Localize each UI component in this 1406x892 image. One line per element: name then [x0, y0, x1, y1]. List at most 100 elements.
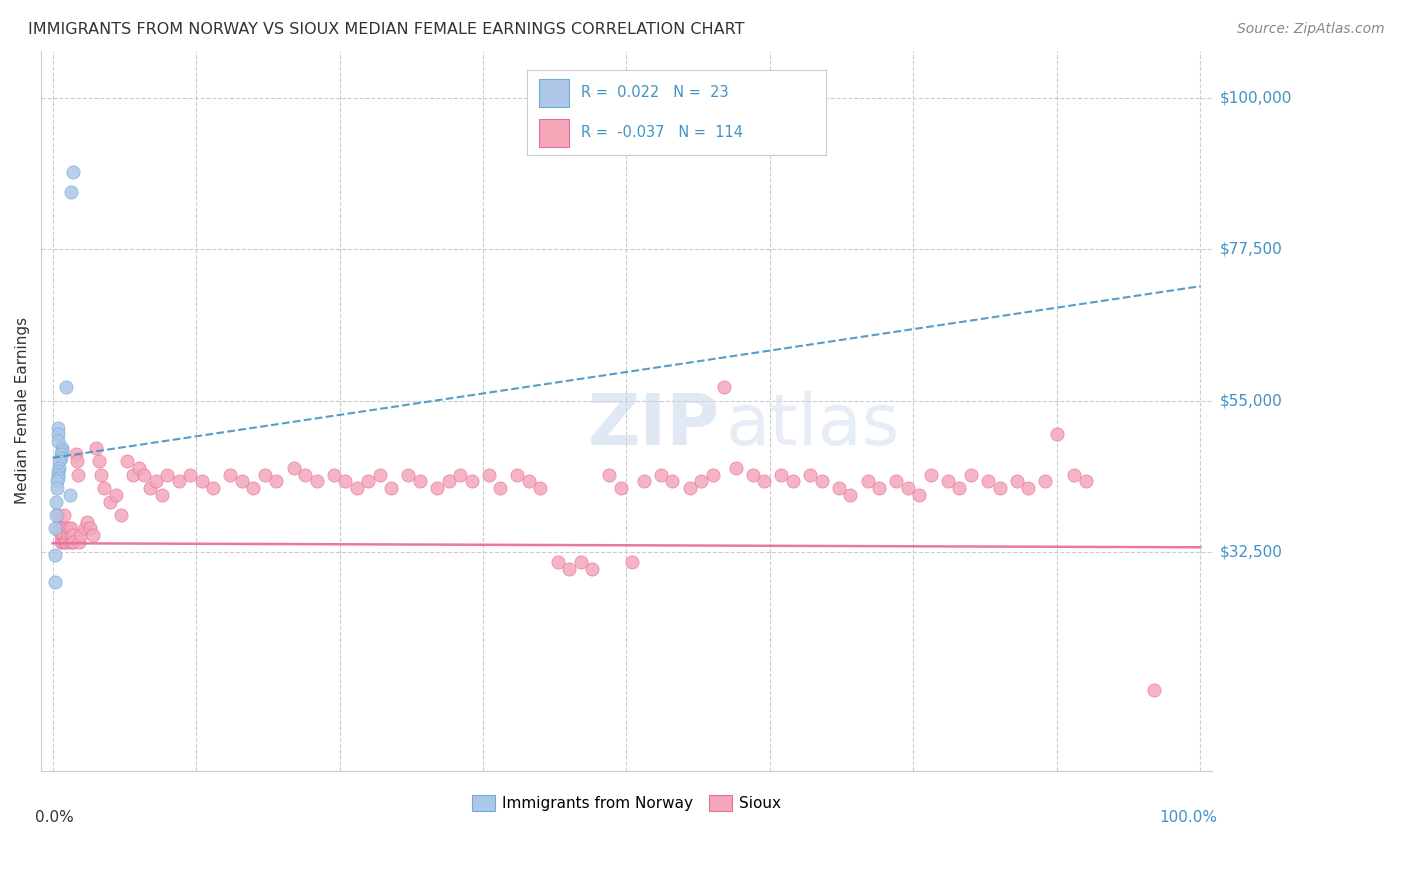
- Point: [690, 475, 713, 489]
- Point: [839, 488, 862, 502]
- Text: 0.0%: 0.0%: [35, 810, 75, 825]
- Point: [959, 467, 981, 482]
- Point: [517, 475, 540, 489]
- Point: [610, 481, 633, 495]
- Point: [529, 481, 551, 495]
- Text: Source: ZipAtlas.com: Source: ZipAtlas.com: [1237, 22, 1385, 37]
- Point: [409, 475, 432, 489]
- Point: [76, 515, 98, 529]
- Point: [242, 481, 264, 495]
- Point: [799, 467, 821, 482]
- Point: [48, 454, 70, 468]
- Point: [598, 467, 620, 482]
- Point: [46, 471, 69, 485]
- Point: [122, 467, 145, 482]
- Point: [741, 467, 763, 482]
- Point: [437, 475, 460, 489]
- Point: [53, 508, 76, 522]
- Point: [426, 481, 449, 495]
- Point: [489, 481, 512, 495]
- Point: [59, 535, 82, 549]
- Point: [724, 461, 747, 475]
- Point: [713, 380, 735, 394]
- Point: [115, 454, 138, 468]
- Point: [179, 467, 201, 482]
- Point: [346, 481, 368, 495]
- Point: [67, 535, 90, 549]
- Point: [46, 427, 69, 442]
- Point: [98, 494, 121, 508]
- Point: [134, 467, 156, 482]
- Point: [46, 475, 69, 489]
- Point: [948, 481, 970, 495]
- Point: [55, 521, 77, 535]
- Point: [1074, 475, 1097, 489]
- Point: [810, 475, 832, 489]
- Point: [46, 434, 69, 448]
- Point: [219, 467, 242, 482]
- Point: [62, 535, 84, 549]
- Point: [460, 475, 482, 489]
- Point: [53, 535, 76, 549]
- Point: [1005, 475, 1028, 489]
- Point: [104, 488, 127, 502]
- Point: [53, 528, 76, 542]
- Point: [79, 521, 101, 535]
- Point: [650, 467, 672, 482]
- Point: [93, 481, 115, 495]
- Point: [294, 467, 316, 482]
- Point: [46, 481, 69, 495]
- Point: [266, 475, 288, 489]
- Point: [884, 475, 907, 489]
- Point: [59, 488, 82, 502]
- Point: [231, 475, 253, 489]
- Point: [150, 488, 173, 502]
- Point: [621, 555, 644, 569]
- Point: [283, 461, 305, 475]
- Point: [678, 481, 700, 495]
- Point: [45, 494, 67, 508]
- Point: [868, 481, 890, 495]
- Point: [322, 467, 344, 482]
- Point: [44, 521, 66, 535]
- Point: [1046, 427, 1069, 442]
- Point: [828, 481, 851, 495]
- Point: [156, 467, 179, 482]
- Point: [449, 467, 471, 482]
- Point: [754, 475, 776, 489]
- Point: [46, 508, 69, 522]
- Point: [128, 461, 150, 475]
- Point: [202, 481, 225, 495]
- Point: [380, 481, 402, 495]
- Point: [59, 528, 82, 542]
- Point: [920, 467, 942, 482]
- Point: [49, 535, 72, 549]
- Point: [145, 475, 167, 489]
- Point: [82, 528, 104, 542]
- Point: [897, 481, 920, 495]
- Point: [58, 521, 80, 535]
- Point: [44, 549, 66, 563]
- Point: [335, 475, 357, 489]
- Point: [782, 475, 804, 489]
- Point: [49, 450, 72, 465]
- Point: [46, 420, 69, 434]
- Point: [52, 535, 75, 549]
- Point: [661, 475, 683, 489]
- Point: [46, 464, 69, 478]
- Point: [110, 508, 132, 522]
- Point: [1143, 682, 1166, 697]
- Point: [1063, 467, 1085, 482]
- Point: [51, 528, 73, 542]
- Point: [558, 562, 581, 576]
- Point: [62, 165, 84, 179]
- Point: [856, 475, 879, 489]
- Point: [167, 475, 190, 489]
- Text: ZIP: ZIP: [588, 391, 720, 459]
- Point: [55, 380, 77, 394]
- Point: [908, 488, 931, 502]
- Point: [46, 467, 69, 482]
- Point: [49, 528, 72, 542]
- Text: IMMIGRANTS FROM NORWAY VS SIOUX MEDIAN FEMALE EARNINGS CORRELATION CHART: IMMIGRANTS FROM NORWAY VS SIOUX MEDIAN F…: [28, 22, 745, 37]
- Text: 100.0%: 100.0%: [1160, 810, 1218, 825]
